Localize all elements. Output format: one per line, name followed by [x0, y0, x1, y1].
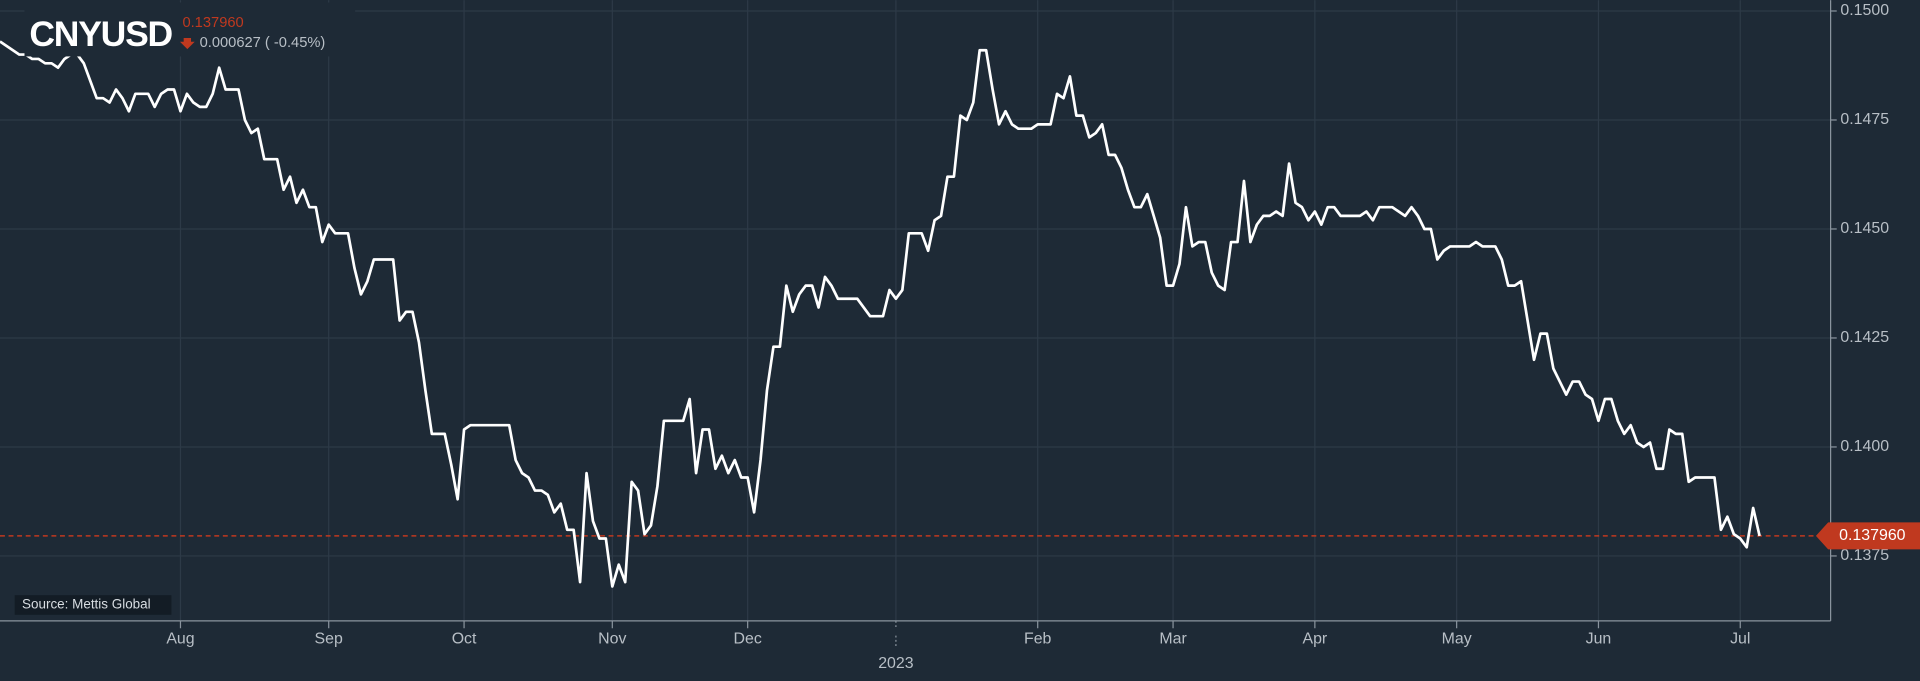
x-tick-label: Sep [315, 630, 343, 647]
x-tick-label: Aug [166, 630, 194, 647]
header: CNYUSD 0.137960 0.000627 ( -0.45%) [24, 2, 356, 57]
y-tick-label: 0.1475 [1840, 111, 1889, 128]
down-arrow [180, 38, 195, 50]
y-tick-label: 0.1450 [1840, 220, 1889, 237]
source: Source: Mettis Global [22, 597, 151, 612]
source-box: Source: Mettis Global [14, 595, 172, 615]
header-backdrop [24, 2, 356, 57]
x-tick-label: Mar [1159, 630, 1187, 647]
x-tick-label: Jun [1586, 630, 1612, 647]
x-tick-label: Oct [452, 630, 477, 647]
source-backdrop [14, 595, 172, 615]
x-tick-label: Feb [1024, 630, 1052, 647]
chart-title: CNYUSD [29, 14, 172, 54]
x-tick-label: Nov [598, 630, 626, 647]
y-tick-label: 0.1375 [1840, 547, 1889, 564]
change: 0.000627 ( -0.45%) [200, 35, 326, 51]
y-tick-label: 0.1400 [1840, 438, 1889, 455]
y-tick-label: 0.1425 [1840, 329, 1889, 346]
y-tick-label: 0.1500 [1840, 2, 1889, 19]
x-tick-label: Jul [1730, 630, 1750, 647]
x-tick-label: May [1442, 630, 1472, 647]
last-value-tag [1815, 522, 1920, 550]
x-year-label: 2023 [878, 655, 914, 672]
last-price: 0.137960 [182, 15, 243, 31]
last-value-label: 0.137960 [1839, 527, 1905, 544]
x-tick-label: Dec [734, 630, 762, 647]
price-line [0, 40, 1761, 588]
x-tick-label: Apr [1302, 630, 1327, 647]
plot-area [0, 40, 1816, 588]
